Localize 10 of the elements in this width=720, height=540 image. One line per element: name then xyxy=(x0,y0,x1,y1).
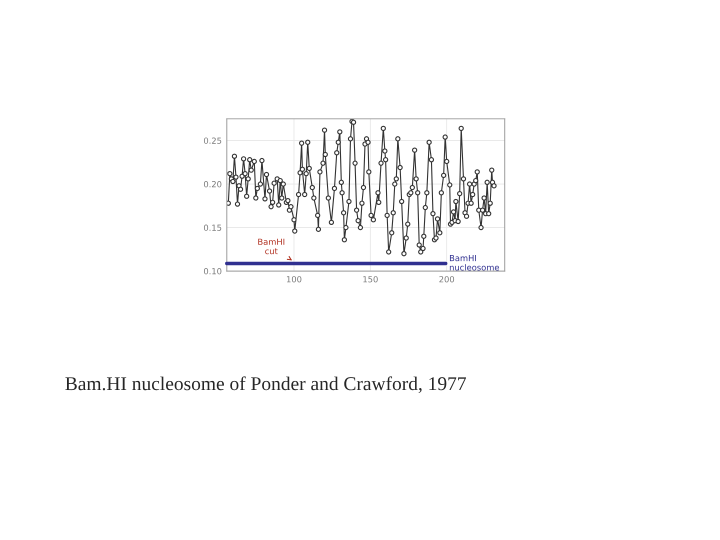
x-tick-label: 100 xyxy=(286,276,302,282)
y-tick-label: 0.20 xyxy=(204,181,222,188)
y-tick-label: 0.25 xyxy=(204,138,222,144)
y-tick-label: 0.15 xyxy=(204,224,222,231)
x-tick-label: 150 xyxy=(363,276,378,282)
y-tick-label: 0.10 xyxy=(204,268,222,274)
annotation: BamHI nucleosome xyxy=(450,255,500,271)
annotation: BamHI cut xyxy=(258,238,284,254)
text: Bam.HI nucleosome of Ponder and Crawford, 1977 xyxy=(65,376,466,394)
x-tick-label: 200 xyxy=(439,276,454,282)
